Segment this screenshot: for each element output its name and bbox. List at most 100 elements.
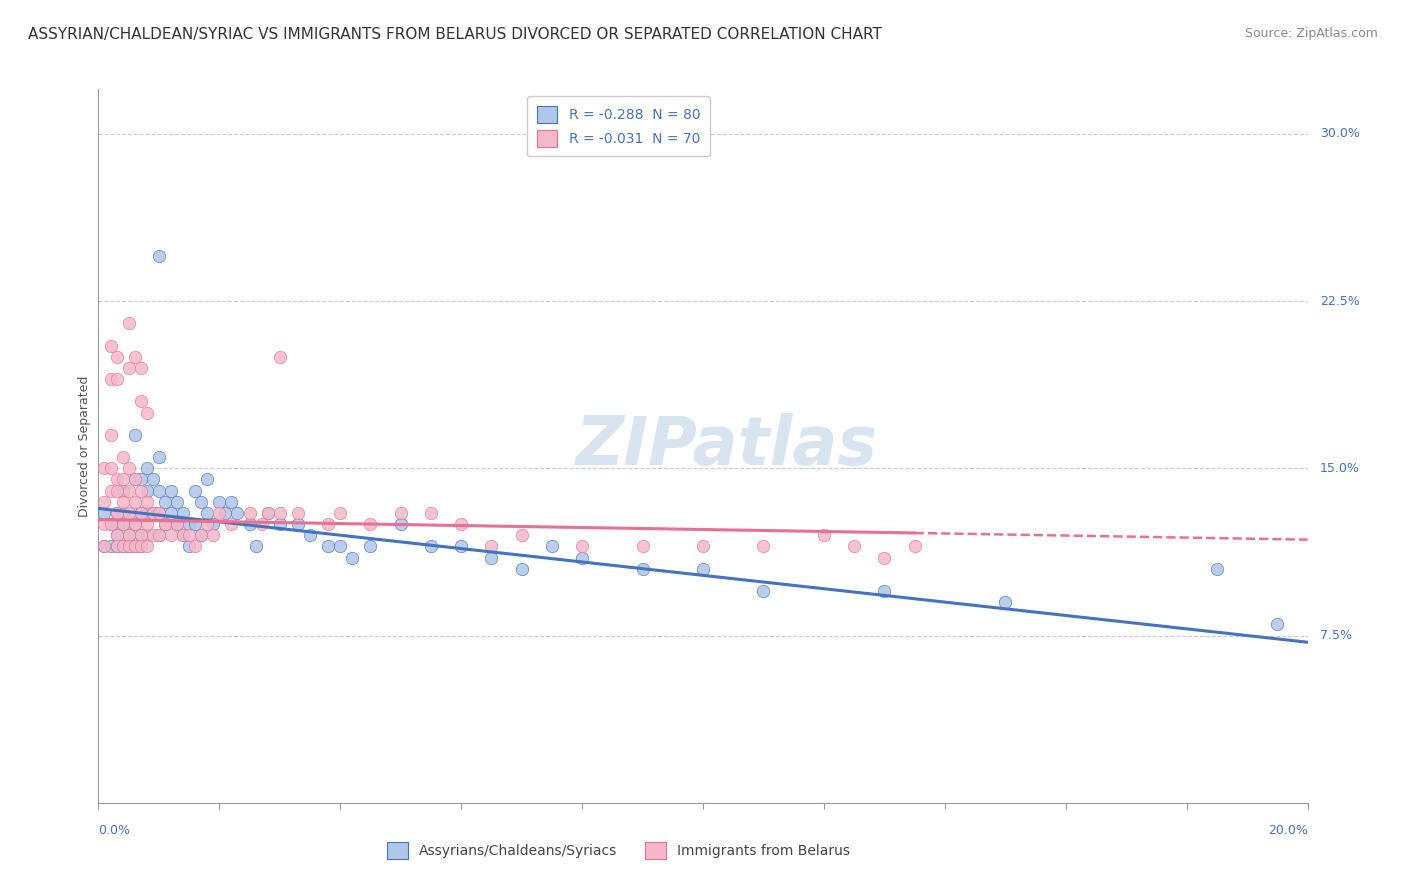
- Text: 15.0%: 15.0%: [1320, 462, 1360, 475]
- Point: [124, 427, 146, 442]
- Point: [148, 249, 170, 264]
- Point: [135, 405, 157, 420]
- Point: [481, 539, 503, 553]
- Point: [93, 539, 115, 553]
- Point: [124, 494, 146, 508]
- Point: [148, 483, 170, 498]
- Point: [166, 517, 188, 532]
- Point: [904, 539, 927, 553]
- Point: [389, 517, 412, 532]
- Point: [329, 539, 352, 553]
- Point: [100, 517, 122, 532]
- Text: 7.5%: 7.5%: [1320, 629, 1351, 642]
- Point: [129, 483, 152, 498]
- Point: [118, 461, 141, 475]
- Point: [100, 517, 122, 532]
- Point: [177, 539, 201, 553]
- Point: [287, 517, 309, 532]
- Point: [129, 506, 152, 520]
- Point: [221, 494, 243, 508]
- Point: [135, 506, 157, 520]
- Point: [129, 528, 152, 542]
- Point: [100, 427, 122, 442]
- Point: [129, 528, 152, 542]
- Point: [269, 517, 291, 532]
- Point: [135, 494, 157, 508]
- Point: [118, 506, 141, 520]
- Text: ASSYRIAN/CHALDEAN/SYRIAC VS IMMIGRANTS FROM BELARUS DIVORCED OR SEPARATED CORREL: ASSYRIAN/CHALDEAN/SYRIAC VS IMMIGRANTS F…: [28, 27, 882, 42]
- Point: [100, 461, 122, 475]
- Point: [118, 539, 141, 553]
- Point: [256, 506, 278, 520]
- Point: [105, 539, 128, 553]
- Point: [190, 494, 212, 508]
- Point: [148, 506, 170, 520]
- Point: [1206, 562, 1229, 576]
- Point: [752, 583, 775, 598]
- Point: [105, 483, 128, 498]
- Point: [142, 506, 165, 520]
- Point: [172, 506, 194, 520]
- Point: [135, 539, 157, 553]
- Point: [135, 461, 157, 475]
- Point: [93, 461, 115, 475]
- Point: [631, 562, 654, 576]
- Text: 22.5%: 22.5%: [1320, 294, 1360, 308]
- Point: [269, 506, 291, 520]
- Point: [389, 506, 412, 520]
- Point: [142, 528, 165, 542]
- Point: [208, 506, 231, 520]
- Point: [160, 483, 183, 498]
- Point: [184, 517, 207, 532]
- Point: [221, 517, 243, 532]
- Point: [105, 350, 128, 364]
- Point: [510, 528, 533, 542]
- Text: 30.0%: 30.0%: [1320, 128, 1360, 140]
- Point: [166, 494, 188, 508]
- Text: ZIPatlas: ZIPatlas: [576, 413, 879, 479]
- Point: [129, 539, 152, 553]
- Point: [184, 483, 207, 498]
- Point: [124, 517, 146, 532]
- Point: [540, 539, 562, 553]
- Point: [190, 528, 212, 542]
- Point: [245, 539, 267, 553]
- Point: [118, 528, 141, 542]
- Point: [692, 562, 714, 576]
- Point: [105, 506, 128, 520]
- Point: [1265, 617, 1288, 632]
- Point: [844, 539, 866, 553]
- Point: [111, 473, 134, 487]
- Point: [124, 517, 146, 532]
- Point: [631, 539, 654, 553]
- Point: [129, 506, 152, 520]
- Point: [190, 528, 212, 542]
- Point: [124, 473, 146, 487]
- Point: [111, 539, 134, 553]
- Point: [93, 494, 115, 508]
- Point: [160, 528, 183, 542]
- Point: [873, 550, 896, 565]
- Point: [105, 528, 128, 542]
- Point: [481, 550, 503, 565]
- Point: [360, 517, 382, 532]
- Point: [160, 506, 183, 520]
- Point: [142, 506, 165, 520]
- Point: [105, 372, 128, 386]
- Point: [148, 506, 170, 520]
- Point: [153, 517, 176, 532]
- Point: [692, 539, 714, 553]
- Point: [118, 360, 141, 375]
- Point: [142, 473, 165, 487]
- Point: [100, 338, 122, 352]
- Point: [195, 473, 218, 487]
- Point: [419, 539, 441, 553]
- Point: [111, 483, 134, 498]
- Point: [226, 506, 249, 520]
- Point: [129, 394, 152, 409]
- Point: [269, 350, 291, 364]
- Point: [118, 528, 141, 542]
- Point: [111, 517, 134, 532]
- Point: [214, 506, 236, 520]
- Point: [135, 483, 157, 498]
